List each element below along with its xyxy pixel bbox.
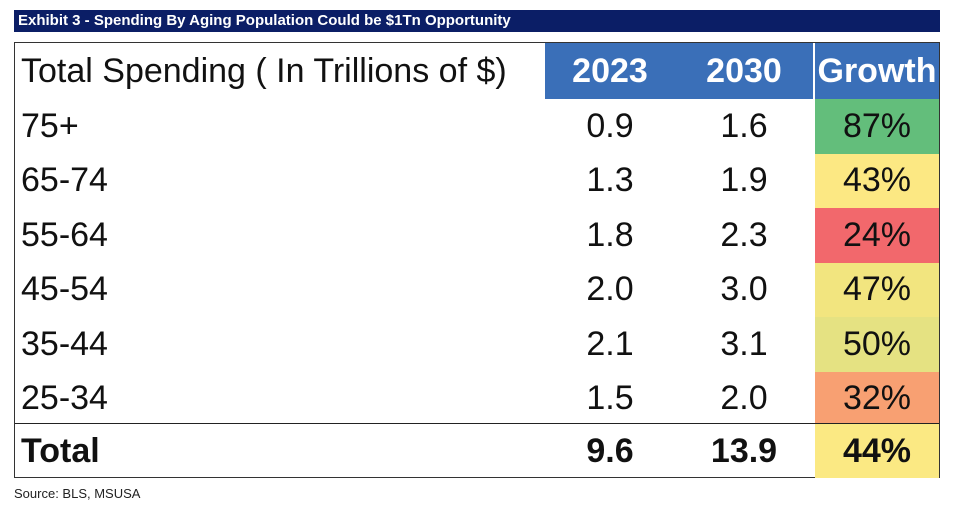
table-row: 75+ 0.9 1.6 87% xyxy=(15,99,939,154)
table-row: 55-64 1.8 2.3 24% xyxy=(15,208,939,263)
header-label: Total Spending ( In Trillions of $) xyxy=(21,51,507,90)
growth-value: 50% xyxy=(815,317,939,372)
table-row: 35-44 2.1 3.1 50% xyxy=(15,317,939,372)
total-label: Total xyxy=(21,431,100,470)
row-label: 65-74 xyxy=(21,161,108,200)
total-2030: 13.9 xyxy=(710,431,778,470)
total-row: Total 9.6 13.9 44% xyxy=(15,424,939,478)
value-2023: 1.8 xyxy=(586,215,634,254)
growth-value: 43% xyxy=(815,153,939,208)
value-2023: 2.0 xyxy=(586,270,634,309)
value-2023: 0.9 xyxy=(586,106,634,145)
total-2023: 9.6 xyxy=(586,431,634,470)
growth-value: 24% xyxy=(815,208,939,263)
exhibit-title: Exhibit 3 - Spending By Aging Population… xyxy=(14,10,940,32)
growth-value: 87% xyxy=(815,99,939,154)
header-growth: Growth xyxy=(815,43,939,99)
row-label: 55-64 xyxy=(21,215,108,254)
value-2023: 1.5 xyxy=(586,379,634,418)
value-2030: 2.3 xyxy=(720,215,768,254)
value-2030: 3.1 xyxy=(720,324,768,363)
value-2030: 1.9 xyxy=(720,161,768,200)
total-divider xyxy=(15,423,939,424)
row-label: 45-54 xyxy=(21,270,108,309)
value-2023: 1.3 xyxy=(586,161,634,200)
table-row: 45-54 2.0 3.0 47% xyxy=(15,262,939,317)
header-2030: 2030 xyxy=(675,43,813,99)
table-row: 65-74 1.3 1.9 43% xyxy=(15,153,939,208)
row-label: 35-44 xyxy=(21,324,108,363)
header-row: Total Spending ( In Trillions of $) 2023… xyxy=(15,43,939,99)
growth-value: 47% xyxy=(815,262,939,317)
value-2030: 2.0 xyxy=(720,379,768,418)
growth-value: 32% xyxy=(815,371,939,426)
table-row: 25-34 1.5 2.0 32% xyxy=(15,371,939,426)
value-2030: 1.6 xyxy=(720,106,768,145)
header-2023: 2023 xyxy=(545,43,675,99)
row-label: 75+ xyxy=(21,106,79,145)
value-2023: 2.1 xyxy=(586,324,634,363)
row-label: 25-34 xyxy=(21,379,108,418)
spending-table: Total Spending ( In Trillions of $) 2023… xyxy=(14,42,940,478)
total-growth: 44% xyxy=(815,424,939,478)
exhibit-frame: Exhibit 3 - Spending By Aging Population… xyxy=(14,10,940,478)
source-note: Source: BLS, MSUSA xyxy=(14,486,141,501)
value-2030: 3.0 xyxy=(720,270,768,309)
